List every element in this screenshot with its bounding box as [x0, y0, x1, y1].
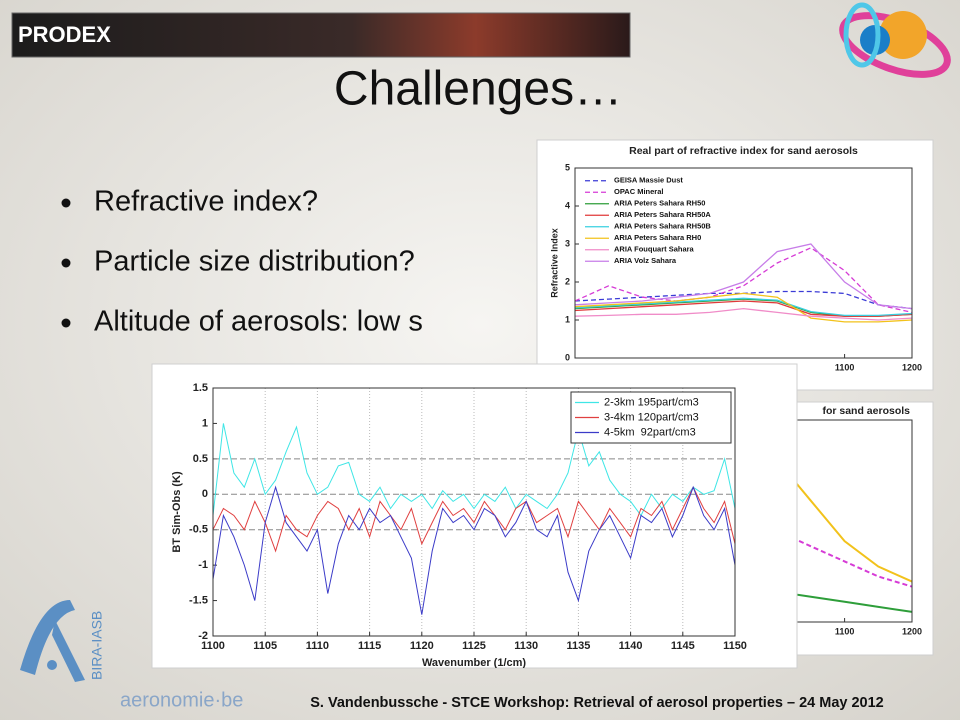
y-axis-label: Refractive Index [549, 228, 559, 298]
series-line [574, 243, 913, 310]
y-tick-label: 0 [202, 488, 208, 500]
chart-title: for sand aerosols [822, 405, 910, 417]
series-line [212, 486, 736, 553]
y-tick-label: 0 [565, 352, 570, 362]
legend-label: ARIA Peters Sahara RH50B [614, 222, 711, 231]
series-line [574, 297, 913, 317]
series-line [795, 480, 913, 583]
legend-label: 3-4km 120part/cm3 [604, 411, 699, 423]
y-axis-label: BT Sim-Obs (K) [171, 471, 183, 553]
plot-frame [574, 167, 913, 359]
series-line [795, 593, 913, 613]
legend-label: ARIA Peters Sahara RH50 [614, 199, 705, 208]
chart-title: Real part of refractive index for sand a… [629, 145, 858, 157]
x-tick-label: 1130 [514, 640, 538, 652]
y-tick-label: 1 [202, 417, 208, 429]
y-tick-label: 5 [565, 162, 570, 172]
series-line [795, 538, 913, 588]
legend-label: GEISA Massie Dust [614, 176, 683, 185]
x-tick-label: 1145 [671, 640, 695, 652]
plot-frame [795, 419, 913, 623]
legend-label: ARIA Fouquart Sahara [614, 245, 695, 254]
chart: for sand aerosols 1100 1200 [794, 401, 934, 656]
charts: Real part of refractive index for sand a… [151, 139, 934, 669]
y-tick-label: 4 [565, 200, 570, 210]
x-axis-label: Wavenumber (1/cm) [422, 657, 526, 669]
x-tick-label: 1100 [835, 626, 855, 636]
bullet-text: Altitude of aerosols: low s [94, 306, 423, 338]
x-tick-label: 1150 [723, 640, 747, 652]
y-tick-label: -0.5 [189, 524, 208, 536]
bira-logo: BIRA-IASB [20, 600, 105, 682]
x-tick-label: 1100 [201, 640, 225, 652]
x-tick-label: 1140 [619, 640, 643, 652]
y-tick-label: 3 [565, 238, 570, 248]
chart: 1100 1105 1110 1115 1120 1125 1130 1135 1140 1145… [151, 363, 798, 669]
x-tick-label: 1115 [358, 640, 381, 652]
chart: Real part of refractive index for sand a… [536, 139, 934, 391]
bullet-dot [61, 258, 71, 268]
series-line [212, 423, 736, 517]
chart-inner: Real part of refractive index for sand a… [549, 145, 922, 373]
x-tick-label: 1200 [902, 362, 922, 372]
x-tick-label: 1200 [902, 626, 922, 636]
legend-label: OPAC Mineral [614, 187, 663, 196]
x-tick-label: 1105 [253, 640, 277, 652]
footer-text: S. Vandenbussche - STCE Workshop: Retrie… [310, 695, 883, 711]
series-line [574, 247, 913, 314]
banner [11, 12, 631, 58]
y-tick-label: 2 [565, 276, 570, 286]
chart-inner: for sand aerosols 1100 1200 [795, 405, 922, 636]
top-logo [839, 2, 951, 78]
y-tick-label: 1.5 [193, 382, 208, 394]
bullet-text: Refractive index? [94, 186, 318, 218]
aeronomie-logo: aeronomie·be [120, 689, 243, 711]
bullet-dot [61, 198, 71, 208]
bullet-list: Refractive index? Particle size distribut… [61, 186, 423, 338]
legend-label: ARIA Volz Sahara [614, 256, 677, 265]
y-tick-label: 0.5 [193, 453, 208, 465]
plot-frame [212, 387, 736, 637]
bira-text: BIRA-IASB [89, 611, 105, 680]
x-tick-label: 1110 [306, 640, 329, 652]
x-tick-label: 1135 [566, 640, 590, 652]
series-line [574, 300, 913, 317]
bullet-text: Particle size distribution? [94, 246, 415, 278]
series-line [212, 485, 736, 615]
y-tick-label: -1 [198, 559, 208, 571]
legend-label: ARIA Peters Sahara RH0 [614, 233, 701, 242]
y-tick-label: -1.5 [189, 594, 208, 606]
legend-label: 2-3km 195part/cm3 [604, 396, 699, 408]
legend-label: 4-5km 92part/cm3 [604, 426, 696, 438]
legend-label: ARIA Peters Sahara RH50A [614, 210, 711, 219]
slide-title: Challenges… [334, 63, 622, 116]
series-line [574, 292, 913, 323]
x-tick-label: 1125 [462, 640, 486, 652]
x-tick-label: 1120 [410, 640, 434, 652]
y-tick-label: -2 [198, 630, 208, 642]
x-tick-label: 1100 [835, 362, 855, 372]
bullet-dot [61, 318, 71, 328]
chart-inner: 1100 1105 1110 1115 1120 1125 1130 1135 1140 1145… [171, 382, 747, 669]
legend-box [581, 172, 719, 270]
banner-logo: PRODEX [18, 22, 111, 47]
y-tick-label: 1 [565, 314, 570, 324]
series-line [574, 307, 913, 321]
chart-panel [794, 401, 934, 656]
